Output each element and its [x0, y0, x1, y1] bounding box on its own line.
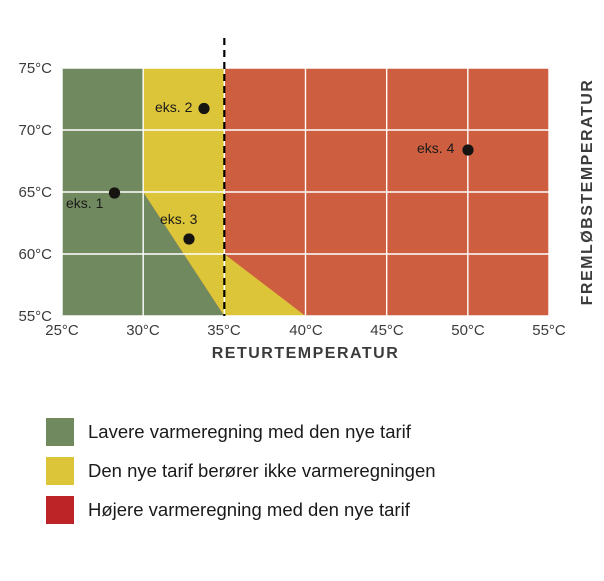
svg-text:FREMLØBSTEMPERATUR: FREMLØBSTEMPERATUR: [579, 79, 596, 306]
